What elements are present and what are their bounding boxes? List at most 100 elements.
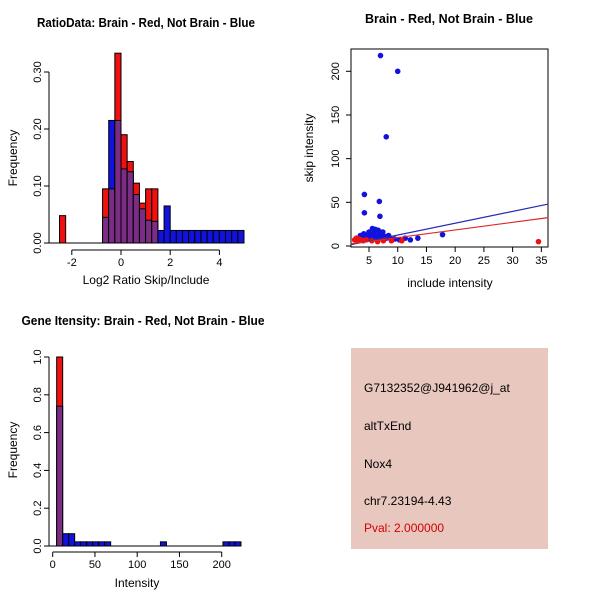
gene-hist-ylabel: Frequency — [6, 422, 20, 479]
pval-text: Pval: 2.000000 — [364, 521, 445, 535]
x-tick-label: 15 — [420, 255, 432, 267]
hist-bar-blue — [234, 541, 242, 547]
x-tick-label: 0 — [118, 257, 124, 269]
scatter-point-blue — [407, 237, 414, 243]
scatter-points — [351, 52, 542, 245]
x-tick-label: 5 — [366, 255, 372, 267]
hist-bar-overlap — [114, 119, 122, 244]
x-tick-label: 0 — [50, 559, 56, 571]
y-tick-label: 0.8 — [32, 387, 44, 402]
hist-bar-overlap — [108, 188, 116, 244]
hist-bar-blue — [182, 229, 190, 244]
x-tick-label: 10 — [392, 255, 404, 267]
gene-hist-bars — [56, 356, 242, 547]
scatter-ylabel: skip intensity — [302, 114, 316, 183]
gene-hist-xlabel: Intensity — [115, 576, 160, 590]
y-tick-label: 0.10 — [32, 175, 44, 196]
x-tick-label: 50 — [89, 559, 101, 571]
scatter-point-red — [535, 238, 542, 245]
y-tick-label: 0.00 — [32, 232, 44, 253]
y-tick-label: 100 — [330, 149, 342, 167]
hist-bar-blue — [92, 541, 100, 547]
y-tick-label: 200 — [330, 62, 342, 80]
hist-bar-overlap — [120, 168, 128, 244]
hist-bar-overlap — [132, 194, 140, 244]
plot-box — [350, 48, 549, 248]
scatter-point-blue — [383, 134, 390, 140]
hist-bar-blue — [159, 541, 167, 547]
ratio-hist-title: RatioData: Brain - Red, Not Brain - Blue — [37, 15, 255, 30]
x-tick-label: 200 — [213, 559, 231, 571]
scatter-point-blue — [375, 227, 381, 234]
hist-bar-overlap — [145, 219, 153, 244]
hist-bar-blue — [200, 229, 208, 244]
scatter-point-blue — [361, 191, 368, 198]
scatter-point-blue — [377, 213, 383, 220]
hist-bar-blue — [104, 541, 112, 547]
event-type: altTxEnd — [364, 419, 412, 433]
genomic-location: chr7.23194-4.43 — [364, 494, 452, 508]
ratio-hist-xlabel: Log2 Ratio Skip/Include — [83, 273, 210, 287]
x-tick-label: -2 — [67, 257, 77, 269]
scatter-point-blue — [376, 198, 383, 205]
scatter-title: Brain - Red, Not Brain - Blue — [365, 11, 533, 26]
ratio-hist-axes: 0.00 0.10 0.20 0.30 -2 0 2 4 — [32, 61, 243, 269]
scatter-point-blue — [379, 229, 386, 235]
hist-bar-blue — [188, 229, 196, 244]
y-tick-label: 0.30 — [32, 61, 44, 82]
hist-bar-blue — [225, 229, 233, 244]
hist-bar-blue — [86, 541, 94, 547]
scatter-point-red — [388, 237, 395, 244]
y-tick-label: 0.4 — [32, 463, 44, 478]
scatter-xlabel: include intensity — [407, 276, 492, 290]
hist-bar-overlap — [151, 220, 159, 244]
hist-bar-blue — [80, 541, 88, 547]
y-tick-label: 50 — [330, 196, 342, 208]
info-panel: G7132352@J941962@j_at altTxEnd Nox4 chr7… — [351, 348, 548, 549]
hist-bar-blue — [231, 229, 239, 244]
panel-intensity-scatter: Brain - Red, Not Brain - Blue include in… — [302, 11, 549, 290]
hist-bar-blue — [163, 205, 171, 244]
hist-bar-blue — [169, 229, 177, 244]
hist-bar-blue — [228, 541, 236, 547]
hist-bar-overlap — [102, 216, 110, 244]
scatter-point-blue — [377, 52, 384, 59]
x-tick-label: 35 — [535, 255, 547, 267]
x-tick-label: 30 — [507, 255, 519, 267]
hist-bar-blue — [237, 229, 245, 244]
y-tick-label: 150 — [330, 106, 342, 124]
hist-bar-blue — [222, 541, 230, 547]
scatter-point-blue — [361, 210, 368, 216]
probe-id: G7132352@J941962@j_at — [364, 381, 510, 395]
hist-bar-overlap — [138, 208, 147, 244]
y-tick-label: 0.6 — [32, 425, 44, 440]
hist-bar-blue — [212, 229, 220, 244]
hist-bar-overlap — [56, 405, 64, 547]
scatter-fit-lines — [350, 203, 549, 246]
panel-gene-intensity-histogram: Gene Itensity: Brain - Red, Not Brain - … — [6, 313, 265, 590]
hist-bar-blue — [157, 229, 165, 244]
hist-bar-blue — [218, 229, 227, 244]
fit-line-blue — [350, 203, 549, 246]
x-tick-label: 2 — [167, 257, 173, 269]
x-tick-label: 4 — [216, 257, 222, 269]
hist-bar-blue — [98, 541, 106, 547]
x-tick-label: 100 — [128, 559, 146, 571]
fit-line-red — [350, 217, 549, 245]
ratio-hist-bars — [59, 52, 245, 244]
y-tick-label: 0.20 — [32, 118, 44, 139]
y-tick-label: 1.0 — [32, 349, 44, 364]
scatter-point-red — [398, 237, 405, 244]
y-tick-label: 0.0 — [32, 538, 44, 553]
hist-bar-blue — [206, 229, 214, 244]
hist-bar-blue — [62, 533, 70, 547]
panel-ratio-histogram: RatioData: Brain - Red, Not Brain - Blue… — [6, 15, 255, 287]
scatter-point-blue — [439, 231, 446, 238]
scatter-point-blue — [415, 235, 421, 241]
hist-bar-blue — [68, 533, 76, 547]
gene-hist-axes: 0.0 0.2 0.4 0.6 0.8 1.0 0 50 100 150 200 — [32, 349, 241, 571]
x-tick-label: 20 — [449, 255, 461, 267]
gene-name: Nox4 — [364, 457, 393, 471]
y-tick-label: 0 — [330, 243, 342, 249]
